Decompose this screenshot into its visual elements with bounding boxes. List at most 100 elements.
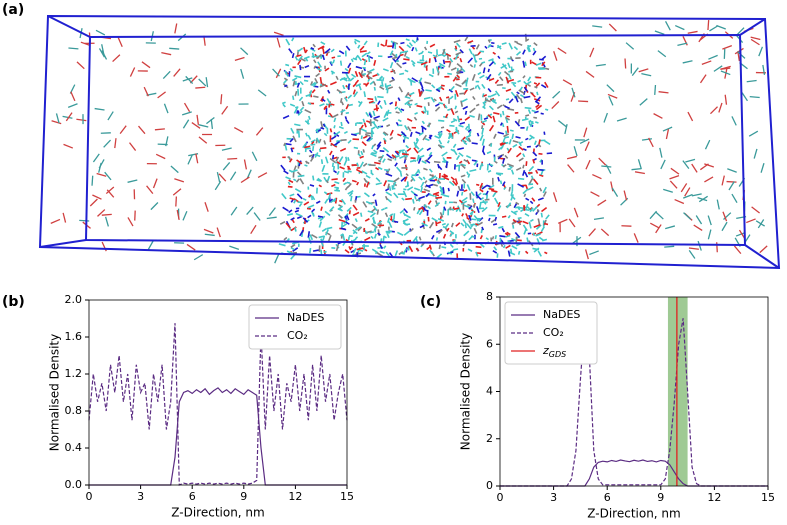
nades-molecule <box>403 58 410 61</box>
nades-molecule <box>534 100 540 105</box>
nades-molecule <box>427 51 433 54</box>
nades-molecule <box>505 98 510 101</box>
co2-molecule <box>758 46 764 57</box>
nades-molecule <box>292 80 296 87</box>
nades-molecule <box>501 123 505 128</box>
nades-molecule <box>280 164 286 171</box>
nades-molecule <box>332 59 336 64</box>
nades-molecule <box>297 59 302 66</box>
co2-molecule <box>276 37 281 48</box>
co2-molecule <box>181 111 192 116</box>
nades-molecule <box>332 165 336 171</box>
nades-molecule <box>370 235 374 240</box>
nades-molecule <box>481 184 488 190</box>
nades-molecule <box>535 233 541 237</box>
y-tick-label: 0.8 <box>65 404 83 417</box>
nades-molecule <box>378 159 382 163</box>
nades-molecule <box>479 134 484 142</box>
nades-molecule <box>456 68 463 74</box>
y-axis-label: Normalised Density <box>459 333 473 450</box>
nades-molecule <box>389 136 394 141</box>
nades-molecule <box>539 58 544 61</box>
co2-molecule <box>553 51 558 61</box>
nades-molecule <box>373 59 377 66</box>
nades-molecule <box>309 47 316 52</box>
nades-molecule <box>415 247 420 252</box>
nades-molecule <box>487 184 495 190</box>
nades-molecule <box>331 154 335 160</box>
nades-molecule <box>413 116 418 121</box>
nades-molecule <box>474 85 478 89</box>
nades-molecule <box>365 181 370 188</box>
nades-molecule <box>502 158 505 164</box>
nades-molecule <box>531 197 536 202</box>
co2-molecule <box>98 159 105 169</box>
nades-molecule <box>294 123 301 127</box>
nades-molecule <box>366 54 374 60</box>
nades-molecule <box>538 236 544 241</box>
nades-molecule <box>347 67 352 74</box>
nades-molecule <box>424 46 428 51</box>
nades-molecule <box>441 222 446 226</box>
nades-molecule <box>394 162 398 167</box>
nades-molecule <box>488 77 495 82</box>
nades-molecule <box>455 164 461 167</box>
co2-molecule <box>637 159 642 170</box>
nades-molecule <box>423 106 427 113</box>
nades-molecule <box>291 52 295 59</box>
nades-molecule <box>289 193 295 197</box>
nades-molecule <box>402 212 406 217</box>
nades-molecule <box>508 165 513 169</box>
nades-molecule <box>389 213 394 217</box>
nades-molecule <box>469 107 476 114</box>
nades-molecule <box>403 208 409 214</box>
nades-molecule <box>475 44 480 50</box>
co2-molecule <box>67 103 78 108</box>
co2-molecule <box>593 217 605 221</box>
nades-molecule <box>284 84 288 88</box>
nades-molecule <box>447 251 453 255</box>
co2-molecule <box>664 245 675 248</box>
nades-molecule <box>463 230 470 237</box>
nades-molecule <box>505 130 508 135</box>
co2-molecule <box>143 86 149 97</box>
co2-molecule <box>68 47 79 50</box>
nades-molecule <box>320 206 323 211</box>
nades-molecule <box>491 98 498 105</box>
nades-molecule <box>461 139 466 143</box>
nades-molecule <box>468 220 472 224</box>
nades-molecule <box>298 202 303 207</box>
co2-molecule <box>218 173 227 182</box>
nades-molecule <box>367 54 371 63</box>
co2-molecule <box>750 36 761 41</box>
nades-molecule <box>297 55 303 62</box>
co2-molecule <box>707 215 712 226</box>
nades-molecule <box>309 234 314 241</box>
nades-molecule <box>299 106 305 112</box>
co2-molecule <box>603 112 609 123</box>
co2-molecule <box>731 193 738 204</box>
co2-molecule <box>173 68 181 77</box>
nades-molecule <box>434 135 441 140</box>
nades-molecule <box>493 111 500 115</box>
co2-molecule <box>699 163 709 171</box>
nades-molecule <box>357 55 362 62</box>
nades-molecule <box>333 130 341 137</box>
co2-molecule <box>172 188 182 196</box>
nades-molecule <box>400 131 407 138</box>
nades-molecule <box>425 89 432 92</box>
legend-label: NaDES <box>543 308 580 321</box>
nades-molecule <box>464 36 469 42</box>
nades-molecule <box>402 135 410 140</box>
nades-molecule <box>415 131 421 135</box>
nades-molecule <box>544 108 549 111</box>
nades-molecule <box>348 191 354 197</box>
nades-molecule <box>363 177 368 183</box>
nades-molecule <box>482 145 485 152</box>
nades-molecule <box>321 227 328 232</box>
co2-molecule <box>716 199 720 210</box>
nades-molecule <box>499 76 504 82</box>
nades-molecule <box>466 223 472 230</box>
co2-molecule <box>762 64 766 75</box>
nades-molecule <box>485 237 489 241</box>
